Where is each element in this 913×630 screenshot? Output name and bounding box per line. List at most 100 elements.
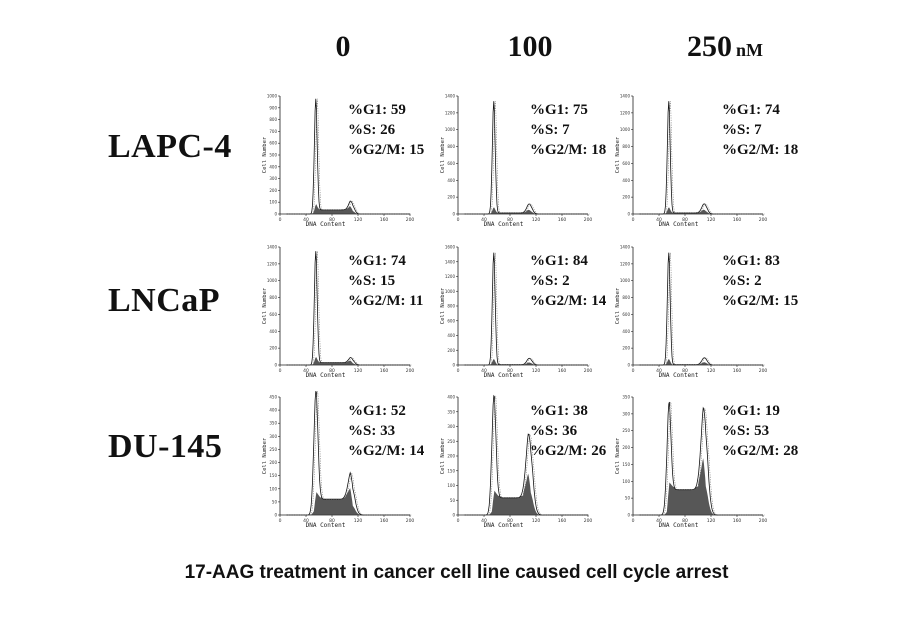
- y-axis-label: Cell Number: [615, 136, 621, 173]
- cell-cycle-stats: %G1: 75 %S: 7 %G2/M: 18: [530, 100, 606, 160]
- y-tick-label: 1600: [445, 245, 456, 250]
- s-phase-fill: [639, 207, 763, 214]
- x-tick-label: 160: [558, 368, 567, 374]
- x-tick-label: 40: [656, 368, 662, 374]
- cell-cycle-stats: %G1: 52 %S: 33 %G2/M: 14: [348, 401, 424, 461]
- x-axis-label: DNA Content: [484, 522, 524, 529]
- fit-curve: [641, 101, 765, 215]
- x-tick-label: 120: [354, 518, 363, 524]
- y-tick-label: 1000: [445, 289, 456, 294]
- stat-s: %S: 33: [348, 423, 396, 439]
- cell-cycle-stats: %G1: 19 %S: 53 %G2/M: 28: [722, 401, 798, 461]
- x-tick-label: 80: [507, 217, 513, 223]
- histogram-curve: [464, 394, 588, 516]
- y-tick-label: 450: [269, 395, 277, 400]
- y-tick-label: 400: [447, 178, 455, 183]
- stat-g1: %G1: 52: [348, 403, 406, 419]
- y-tick-label: 0: [452, 513, 455, 518]
- y-tick-label: 300: [447, 424, 455, 429]
- s-phase-fill: [286, 488, 410, 515]
- y-tick-label: 0: [627, 513, 630, 518]
- y-tick-label: 400: [269, 329, 277, 334]
- histogram-svg: 1400 1200 1000 800 600 400 200 00 40 80 120 160 200 D…: [615, 245, 767, 380]
- x-axis-label: DNA Content: [659, 372, 699, 379]
- histogram-svg: 1600 1400 1200 1000 800 600 400 200 00 40 80 120 160…: [440, 245, 593, 380]
- x-tick-label: 80: [329, 368, 335, 374]
- row-label-lncap: LNCaP: [108, 282, 221, 319]
- x-tick-label: 80: [682, 368, 688, 374]
- x-tick-label: 40: [656, 518, 662, 524]
- y-tick-label: 400: [622, 329, 630, 334]
- figure-caption: 17-AAG treatment in cancer cell line cau…: [184, 562, 729, 583]
- x-tick-label: 120: [707, 368, 716, 374]
- y-tick-label: 50: [272, 499, 278, 504]
- y-tick-label: 100: [269, 200, 277, 205]
- y-tick-label: 800: [622, 144, 630, 149]
- histogram-svg: 1400 1200 1000 800 600 400 200 00 40 80 120 160 200 D…: [615, 94, 767, 229]
- y-tick-label: 250: [269, 447, 277, 452]
- x-tick-label: 120: [707, 217, 716, 223]
- dose-unit: nM: [736, 40, 763, 60]
- stat-s: %S: 26: [348, 122, 396, 138]
- x-tick-label: 0: [279, 217, 282, 223]
- x-tick-label: 40: [303, 368, 309, 374]
- x-axis-label: DNA Content: [484, 372, 524, 379]
- fit-curve: [288, 98, 412, 215]
- x-tick-label: 80: [507, 518, 513, 524]
- row-label-lapc4: LAPC-4: [108, 128, 232, 165]
- x-tick-label: 200: [584, 518, 593, 524]
- y-tick-label: 200: [447, 454, 455, 459]
- y-tick-label: 600: [269, 312, 277, 317]
- column-header-100: 100: [507, 30, 553, 63]
- stat-g2m: %G2/M: 26: [530, 443, 607, 459]
- y-tick-label: 600: [447, 318, 455, 323]
- y-tick-label: 350: [269, 421, 277, 426]
- y-tick-label: 800: [622, 295, 630, 300]
- x-tick-label: 200: [584, 368, 593, 374]
- x-tick-label: 120: [532, 518, 541, 524]
- x-tick-label: 40: [656, 217, 662, 223]
- y-tick-label: 1400: [445, 94, 456, 99]
- x-tick-label: 0: [279, 518, 282, 524]
- y-tick-label: 400: [269, 164, 277, 169]
- y-tick-label: 50: [625, 496, 631, 501]
- x-tick-label: 160: [733, 518, 742, 524]
- y-tick-label: 1000: [267, 94, 278, 99]
- y-tick-label: 250: [447, 439, 455, 444]
- x-tick-label: 160: [558, 518, 567, 524]
- x-axis-label: DNA Content: [306, 372, 346, 379]
- y-tick-label: 150: [269, 473, 277, 478]
- histogram-svg: 400 350 300 250 200 150 100 50 00 40 80 120 160 200 DN…: [440, 394, 593, 530]
- histogram-panel-lapc-4-250: 1400 1200 1000 800 600 400 200 0 0 40 80 120 160 200 D…: [615, 92, 767, 229]
- x-tick-label: 160: [380, 217, 389, 223]
- x-tick-label: 0: [632, 518, 635, 524]
- y-tick-label: 350: [447, 409, 455, 414]
- histogram-svg: 350 300 250 200 150 100 50 00 40 80 120 160 200 DNA C…: [615, 395, 768, 530]
- s-phase-fill: [639, 458, 763, 515]
- y-tick-label: 200: [269, 188, 277, 193]
- histogram-panel-lapc-4-100: 1400 1200 1000 800 600 400 200 0 0 40 80 120 160 200 D…: [440, 92, 592, 229]
- stat-g1: %G1: 75: [530, 102, 588, 118]
- cell-cycle-stats: %G1: 74 %S: 7 %G2/M: 18: [722, 100, 798, 160]
- x-tick-label: 40: [303, 518, 309, 524]
- x-tick-label: 200: [406, 217, 415, 223]
- cell-cycle-stats: %G1: 38 %S: 36 %G2/M: 26: [530, 401, 606, 461]
- x-tick-label: 200: [406, 368, 415, 374]
- x-axis-label: DNA Content: [659, 221, 699, 228]
- stat-s: %S: 36: [530, 423, 578, 439]
- x-tick-label: 80: [329, 217, 335, 223]
- x-tick-label: 200: [406, 518, 415, 524]
- y-tick-label: 400: [447, 333, 455, 338]
- y-tick-label: 600: [622, 161, 630, 166]
- x-axis-label: DNA Content: [659, 522, 699, 529]
- histogram-svg: 1400 1200 1000 800 600 400 200 00 40 80 120 160 200 D…: [262, 245, 415, 380]
- y-tick-label: 200: [622, 346, 630, 351]
- stat-g2m: %G2/M: 11: [348, 293, 424, 309]
- y-tick-label: 1200: [620, 261, 631, 266]
- s-phase-fill: [286, 204, 410, 214]
- histogram-svg: 1400 1200 1000 800 600 400 200 00 40 80 120 160 200 D…: [440, 94, 592, 229]
- x-tick-label: 200: [759, 518, 768, 524]
- y-axis-label: Cell Number: [262, 136, 268, 173]
- y-tick-label: 1200: [445, 110, 456, 115]
- x-tick-label: 0: [457, 368, 460, 374]
